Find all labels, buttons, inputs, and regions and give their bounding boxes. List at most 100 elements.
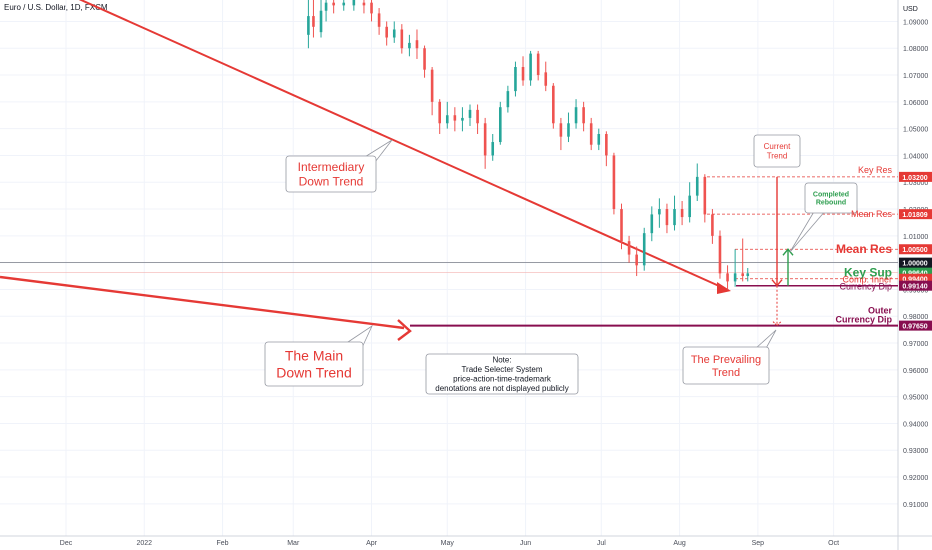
x-tick-label: Oct xyxy=(828,540,839,547)
candle-body xyxy=(597,134,601,145)
candle-body xyxy=(461,117,464,121)
candle-body xyxy=(544,72,548,86)
rebound-arrowhead xyxy=(782,248,794,256)
candle-body xyxy=(559,123,563,137)
price-badge xyxy=(899,320,932,331)
candle-body xyxy=(536,53,540,76)
y-tick-label: 0.91000 xyxy=(903,502,928,509)
grid xyxy=(0,0,898,536)
rebound-callout: Completed Rebound xyxy=(789,182,858,253)
candle-body xyxy=(453,115,457,121)
candle-body xyxy=(415,40,419,49)
y-tick-label: 1.05000 xyxy=(903,127,928,134)
price-labels: Key Res 1.03200 Mean Res 1.01809 Mean Res 1.0… xyxy=(835,165,932,331)
intermediary-callout-box xyxy=(285,155,377,193)
y-tick-label: 0.93000 xyxy=(903,448,928,455)
candle-body xyxy=(695,176,699,196)
y-tick-label: 0.98000 xyxy=(903,314,928,321)
candle-body xyxy=(408,42,411,49)
candle-body xyxy=(468,109,472,118)
candle-body xyxy=(680,209,684,218)
prevailing-callout-text: Trend xyxy=(712,367,740,379)
note-box-box xyxy=(425,353,579,395)
level-label: Mean Res xyxy=(851,209,893,219)
intermediary-callout-text: Intermediary xyxy=(298,160,365,174)
candle-body xyxy=(605,134,608,156)
x-tick-label: Feb xyxy=(217,540,229,547)
x-tick-label: Sep xyxy=(752,540,765,547)
y-tick-label: 0.99000 xyxy=(903,287,928,294)
price-badge-text: 1.03200 xyxy=(902,175,927,182)
prevailing-trend-arrowhead xyxy=(772,321,782,327)
candle-body xyxy=(529,53,532,81)
y-tick-label: 1.07000 xyxy=(903,73,928,80)
y-tick-label: 1.06000 xyxy=(903,100,928,107)
candle-body xyxy=(362,2,366,6)
price-badge xyxy=(899,280,932,291)
x-tick-label: Aug xyxy=(673,540,686,547)
rebound-callout-text: Completed xyxy=(813,191,849,198)
x-tick-label: Jul xyxy=(597,540,606,547)
y-tick-label: 0.92000 xyxy=(903,475,928,482)
candle-body xyxy=(521,67,525,81)
candle-body xyxy=(430,69,434,102)
rebound-callout-pointer xyxy=(789,209,827,253)
price-badge-text: 1.00500 xyxy=(902,247,927,254)
candle-body xyxy=(312,16,315,27)
y-tick-label: 1.01000 xyxy=(903,234,928,241)
price-badge xyxy=(899,171,932,182)
candle-body xyxy=(476,109,479,124)
y-tick-label: 1.09000 xyxy=(903,19,928,26)
candle-body xyxy=(506,91,510,108)
main-trend-arrowhead xyxy=(397,319,412,341)
candle-body xyxy=(627,241,631,255)
price-badge-text: 1.01809 xyxy=(902,212,927,219)
intermediary-arrowhead xyxy=(717,282,731,294)
price-badge-text: 0.97650 xyxy=(902,324,927,331)
price-badge xyxy=(899,257,932,268)
y-tick-label: 1.04000 xyxy=(903,153,928,160)
candles xyxy=(307,0,750,290)
candle-body xyxy=(642,233,646,266)
x-tick-label: Mar xyxy=(287,540,300,547)
current-trend-callout-text: Trend xyxy=(767,152,788,161)
level-lines xyxy=(707,176,898,280)
main-trend-line xyxy=(0,275,405,330)
y-tick-label: 0.95000 xyxy=(903,395,928,402)
trend-arrows xyxy=(771,176,794,327)
current-trend-callout-box xyxy=(753,134,801,168)
price-badge-text: 1.00000 xyxy=(902,261,927,268)
candle-body xyxy=(635,254,638,266)
candle-body xyxy=(741,273,744,277)
candle-body xyxy=(514,67,517,92)
candle-body xyxy=(582,107,585,124)
candle-body xyxy=(658,209,661,215)
note-box-text: denotations are not displayed publicly xyxy=(435,384,568,393)
candle-body xyxy=(733,273,737,282)
main-trend-callout-box xyxy=(264,341,364,387)
candle-body xyxy=(385,26,388,38)
current-trend-callout-text: Current xyxy=(764,142,791,151)
main-trend-callout-text: The Main xyxy=(285,348,343,364)
trend-lines xyxy=(0,0,898,341)
level-label: Currency Dip xyxy=(839,282,892,292)
x-tick-label: 2022 xyxy=(136,540,152,547)
y-tick-label: 0.96000 xyxy=(903,368,928,375)
candle-body xyxy=(718,235,722,274)
x-tick-label: Dec xyxy=(60,540,73,547)
note-box-text: Note: xyxy=(492,355,511,364)
main-trend-callout-text: Down Trend xyxy=(276,364,351,380)
candle-body xyxy=(352,0,356,6)
level-label: Key Res xyxy=(858,165,893,175)
outer-dip-text: Outer xyxy=(868,306,893,316)
y-tick-label: 0.94000 xyxy=(903,421,928,428)
level-label: Comp. Inner xyxy=(842,275,892,285)
candle-body xyxy=(392,29,396,38)
price-badge-text: 0.99400 xyxy=(902,277,927,284)
level-label: Key Sup xyxy=(844,265,892,279)
